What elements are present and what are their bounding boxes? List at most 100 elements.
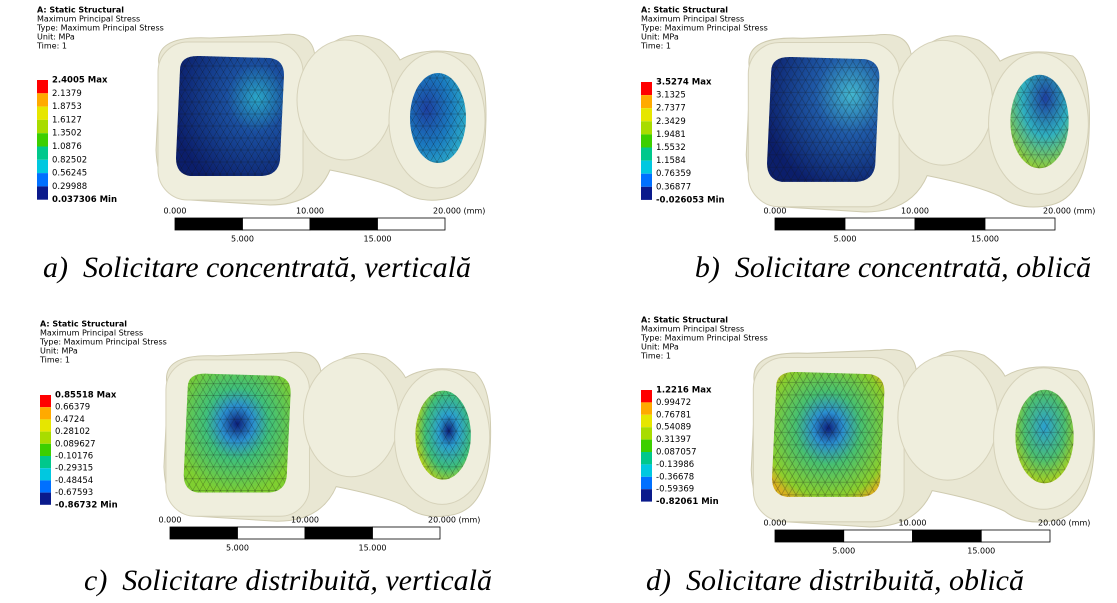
legend-swatch [641,134,652,147]
bridge-model [156,34,486,205]
legend-swatch [641,121,652,134]
header-line: Type: Maximum Principal Stress [36,24,164,33]
legend-swatch [641,489,652,501]
legend-swatch [37,147,48,160]
scale-segment [170,527,238,539]
legend-label: 0.85518 Max [55,391,117,401]
header-line: Maximum Principal Stress [641,325,744,334]
legend-swatch [37,160,48,173]
scale-label: 0.000 [164,207,187,216]
header-line: Unit: MPa [641,33,679,42]
scale-label: 0.000 [159,516,182,525]
legend-label: -0.13986 [656,460,694,470]
legend-swatch [641,187,652,200]
scale-label: 5.000 [231,235,254,244]
legend-label: 1.8753 [52,102,82,112]
legend-label: 2.7377 [656,104,686,114]
legend-label: 0.31397 [656,435,691,445]
pontic [304,358,399,477]
legend-swatch [641,440,652,452]
legend-label: 1.0876 [52,142,82,152]
scale-label: 10.000 [899,519,927,528]
legend-label: 0.76359 [656,169,691,179]
legend-swatch [37,107,48,120]
legend-swatch [37,186,48,199]
legend-label: -0.67593 [55,488,93,498]
legend-swatch [641,161,652,174]
header-line: Type: Maximum Principal Stress [39,338,167,347]
legend-swatch [37,133,48,146]
header-line: Type: Maximum Principal Stress [640,24,768,33]
legend-label: 1.2216 Max [656,386,712,396]
mesh [1015,390,1073,484]
legend-label: 0.4724 [55,415,85,425]
legend-swatch [40,395,51,407]
scale-segment [310,218,378,230]
legend-label: -0.59369 [656,485,694,495]
scale-segment [775,218,845,230]
legend-swatch [641,415,652,427]
header-line: A: Static Structural [40,320,127,329]
header-line: Time: 1 [39,356,70,365]
header-line: Time: 1 [640,352,671,361]
caption: d) Solicitare distribuită, oblică [646,564,1024,597]
mesh [772,372,884,497]
header-line: Maximum Principal Stress [37,15,140,24]
header-line: A: Static Structural [37,6,124,15]
legend-swatch [40,468,51,480]
header-line: Unit: MPa [37,33,75,42]
scale-segment [378,218,446,230]
legend-swatch [641,108,652,121]
scale-label: 5.000 [834,235,857,244]
scale-segment [775,530,844,542]
legend-label: 0.82502 [52,155,87,165]
legend-label: -0.29315 [55,464,93,474]
header-line: Unit: MPa [40,347,78,356]
scale-label: 20.000 (mm) [1043,207,1095,216]
legend-label: 1.6127 [52,115,82,125]
legend-label: -0.36678 [656,472,694,482]
mesh [767,57,879,182]
legend-swatch [641,402,652,414]
bridge-model [746,34,1089,212]
legend-swatch [641,452,652,464]
legend-swatch [40,419,51,431]
header-line: Time: 1 [36,42,67,51]
pontic [893,40,993,165]
legend-label: 2.4005 Max [52,76,108,86]
bridge-model [751,349,1094,527]
legend-label: 1.1584 [656,156,686,166]
legend-swatch [40,444,51,456]
caption: a) Solicitare concentrată, verticală [43,251,471,284]
legend-label: 3.1325 [656,91,686,101]
legend-label: 0.99472 [656,398,691,408]
legend-swatch [641,148,652,161]
caption: b) Solicitare concentrată, oblică [695,251,1091,284]
legend-label: -0.82061 Min [656,497,719,507]
scale-label: 15.000 [967,547,995,556]
legend-swatch [37,173,48,186]
legend-swatch [37,120,48,133]
scale-label: 10.000 [296,207,324,216]
legend-label: 0.76781 [656,410,691,420]
mesh [415,391,470,480]
scale-segment [305,527,373,539]
legend-label: -0.48454 [55,476,93,486]
header-line: Unit: MPa [641,343,679,352]
legend-swatch [37,80,48,93]
scale-label: 5.000 [832,547,855,556]
legend-swatch [641,390,652,402]
legend-label: 0.29988 [52,182,87,192]
scale-segment [985,218,1055,230]
header-line: A: Static Structural [641,6,728,15]
legend-swatch [40,456,51,468]
legend-swatch [641,174,652,187]
legend-swatch [40,407,51,419]
scale-label: 10.000 [901,207,929,216]
legend-label: 1.3502 [52,129,82,139]
scale-segment [373,527,441,539]
scale-label: 20.000 (mm) [433,207,485,216]
